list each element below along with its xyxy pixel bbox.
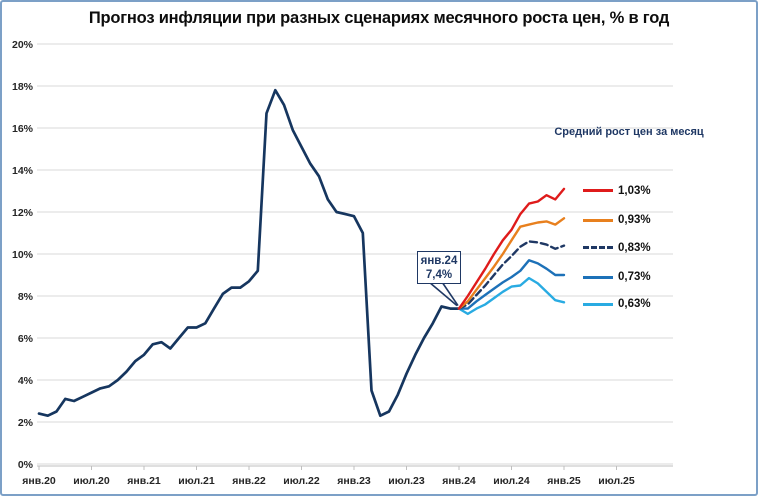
y-axis-tick-label: 20% — [12, 39, 34, 51]
y-axis-tick-label: 2% — [18, 417, 34, 429]
y-axis-tick-label: 10% — [12, 249, 34, 261]
annotation-callout: янв.24 7,4% — [417, 251, 461, 284]
annotation-value: 7,4% — [425, 269, 453, 281]
x-axis-tick-label: янв.22 — [232, 475, 266, 487]
history-line — [37, 88, 461, 418]
forecast-line-103 — [457, 187, 566, 310]
chart-title: Прогноз инфляции при разных сценариях ме… — [88, 9, 670, 27]
x-axis-tick-label: июл.24 — [493, 475, 530, 487]
callout-pointer — [428, 281, 458, 307]
y-axis-tick-label: 0% — [18, 459, 34, 471]
y-axis-tick-label: 12% — [12, 207, 34, 219]
x-axis-tick-label: июл.25 — [598, 475, 635, 487]
x-axis-tick-label: июл.23 — [388, 475, 425, 487]
x-axis-tick-label: июл.20 — [73, 475, 110, 487]
y-axis-tick-label: 6% — [18, 333, 34, 345]
x-axis-tick-label: янв.25 — [547, 475, 581, 487]
forecast-line-083 — [457, 240, 566, 310]
y-axis-tick-label: 8% — [18, 291, 34, 303]
x-axis-tick-label: янв.23 — [337, 475, 371, 487]
y-axis-tick-label: 14% — [12, 165, 34, 177]
callout-pointer — [441, 281, 459, 307]
forecast-line-093 — [457, 217, 566, 310]
legend-header: Средний рост цен за месяц — [554, 126, 704, 138]
x-axis-tick-label: июл.22 — [283, 475, 320, 487]
y-axis-tick-label: 16% — [12, 123, 34, 135]
x-axis-tick-label: янв.24 — [442, 475, 476, 487]
x-axis-tick-label: янв.21 — [127, 475, 161, 487]
forecast-line-063 — [457, 276, 566, 316]
forecast-line-073 — [457, 259, 566, 310]
annotation-date: янв.24 — [420, 255, 458, 267]
x-axis-tick-label: янв.20 — [22, 475, 56, 487]
y-axis-tick-label: 4% — [18, 375, 34, 387]
x-axis-tick-label: июл.21 — [178, 475, 215, 487]
y-axis-tick-label: 18% — [12, 81, 34, 93]
